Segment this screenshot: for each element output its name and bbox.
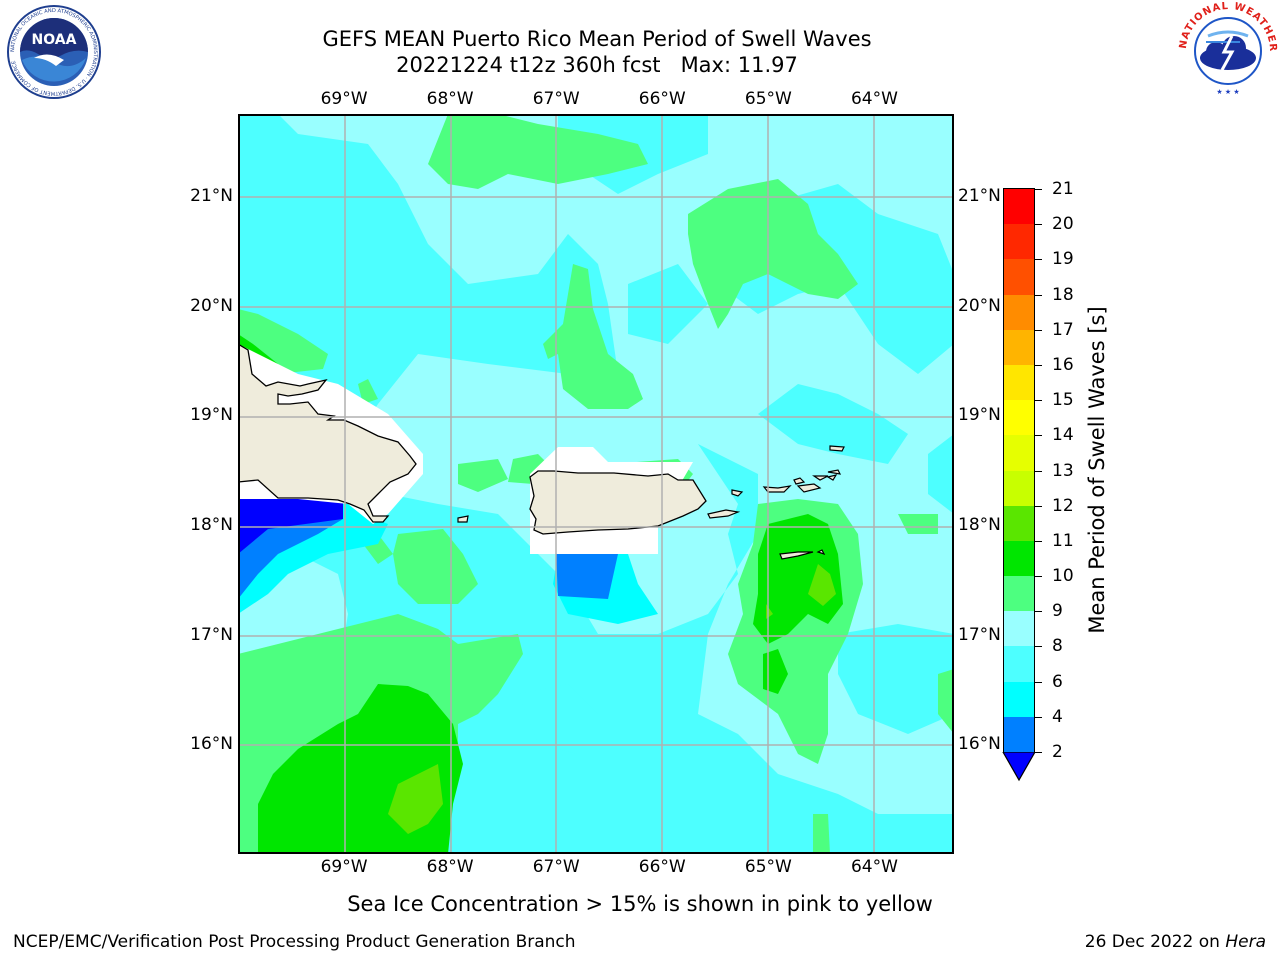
colorbar-tick-label: 19 bbox=[1052, 249, 1074, 270]
colorbar-bin bbox=[1004, 576, 1034, 612]
colorbar-bin bbox=[1004, 540, 1034, 577]
colorbar-title: Mean Period of Swell Waves [s] bbox=[1085, 306, 1109, 634]
longitude-label-top: 67°W bbox=[532, 89, 580, 109]
longitude-label-bottom: 67°W bbox=[532, 857, 580, 877]
colorbar-bin bbox=[1004, 189, 1034, 225]
colorbar-tick bbox=[1034, 189, 1042, 190]
latitude-label-left: 20°N bbox=[190, 295, 233, 316]
longitude-label-top: 69°W bbox=[320, 89, 368, 109]
nws-logo: NATIONAL WEATHER SERVICE ★ ★ ★ bbox=[1178, 2, 1277, 98]
colorbar-tick bbox=[1034, 329, 1042, 331]
colorbar-tick-label: 20 bbox=[1052, 214, 1074, 235]
longitude-label-bottom: 69°W bbox=[320, 857, 368, 877]
colorbar-tick-label: 14 bbox=[1052, 425, 1074, 446]
colorbar-tick bbox=[1034, 294, 1042, 296]
colorbar-bin bbox=[1004, 224, 1034, 260]
longitude-label-bottom: 66°W bbox=[638, 857, 686, 877]
longitude-label-top: 66°W bbox=[638, 89, 686, 109]
chart-title: GEFS MEAN Puerto Rico Mean Period of Swe… bbox=[0, 26, 1194, 78]
title-line-1: GEFS MEAN Puerto Rico Mean Period of Swe… bbox=[322, 27, 872, 51]
colorbar-tick-label: 13 bbox=[1052, 460, 1074, 481]
footer-credit: NCEP/EMC/Verification Post Processing Pr… bbox=[13, 932, 576, 952]
longitude-label-bottom: 65°W bbox=[744, 857, 792, 877]
colorbar-tick-label: 10 bbox=[1052, 566, 1074, 587]
colorbar-tick-label: 18 bbox=[1052, 284, 1074, 305]
colorbar-tick bbox=[1034, 716, 1042, 718]
colorbar-bin bbox=[1004, 646, 1034, 682]
colorbar-under-extension bbox=[1002, 752, 1036, 782]
latitude-label-left: 17°N bbox=[190, 624, 233, 645]
colorbar-tick bbox=[1034, 435, 1042, 437]
colorbar-bin bbox=[1004, 329, 1034, 365]
colorbar-bin bbox=[1004, 716, 1034, 752]
colorbar-bin bbox=[1004, 681, 1034, 717]
longitude-label-top: 65°W bbox=[744, 89, 792, 109]
colorbar-tick-label: 16 bbox=[1052, 354, 1074, 375]
latitude-label-right: 20°N bbox=[958, 295, 1001, 316]
colorbar-bin bbox=[1004, 435, 1034, 471]
map-frame bbox=[238, 114, 954, 854]
footer-machine: Hera bbox=[1225, 932, 1266, 952]
longitude-label-bottom: 64°W bbox=[850, 857, 898, 877]
latitude-label-right: 18°N bbox=[958, 515, 1001, 536]
colorbar-bin bbox=[1004, 470, 1034, 506]
colorbar-tick-label: 2 bbox=[1052, 742, 1063, 762]
colorbar-tick bbox=[1034, 505, 1042, 507]
latitude-label-right: 21°N bbox=[958, 186, 1001, 207]
svg-text:★ ★ ★: ★ ★ ★ bbox=[1216, 88, 1239, 96]
colorbar-tick-label: 12 bbox=[1052, 495, 1074, 516]
map-panel bbox=[238, 114, 954, 854]
colorbar-tick bbox=[1034, 646, 1042, 648]
colorbar-tick bbox=[1034, 364, 1042, 366]
longitude-label-top: 64°W bbox=[850, 89, 898, 109]
latitude-label-left: 21°N bbox=[190, 186, 233, 207]
colorbar-tick bbox=[1034, 576, 1042, 578]
colorbar-bin bbox=[1004, 400, 1034, 436]
latitude-label-left: 16°N bbox=[190, 734, 233, 755]
colorbar-tick bbox=[1034, 470, 1042, 472]
noaa-logo-text: NOAA bbox=[32, 32, 77, 48]
longitude-label-bottom: 68°W bbox=[426, 857, 474, 877]
colorbar-tick-label: 6 bbox=[1052, 671, 1063, 692]
colorbar-tick-label: 4 bbox=[1052, 706, 1063, 727]
title-line-2: 20221224 t12z 360h fcst Max: 11.97 bbox=[396, 53, 798, 77]
colorbar-tick-label: 15 bbox=[1052, 390, 1074, 411]
colorbar-tick bbox=[1034, 681, 1042, 683]
colorbar-tick bbox=[1034, 224, 1042, 226]
latitude-label-right: 17°N bbox=[958, 624, 1001, 645]
latitude-label-left: 18°N bbox=[190, 515, 233, 536]
colorbar-tick bbox=[1034, 752, 1042, 753]
longitude-label-top: 68°W bbox=[426, 89, 474, 109]
colorbar-bin bbox=[1004, 294, 1034, 330]
footer-date: 26 Dec 2022 on Hera bbox=[1085, 932, 1266, 952]
colorbar-tick bbox=[1034, 540, 1042, 542]
colorbar-tick-label: 8 bbox=[1052, 636, 1063, 657]
colorbar-bin bbox=[1004, 505, 1034, 541]
colorbar-bin bbox=[1004, 611, 1034, 647]
latitude-label-right: 16°N bbox=[958, 734, 1001, 755]
noaa-logo: NOAA NATIONAL OCEANIC AND ATMOSPHERIC AD… bbox=[7, 5, 101, 99]
colorbar-tick-label: 21 bbox=[1052, 179, 1074, 199]
colorbar-tick bbox=[1034, 611, 1042, 613]
colorbar-bin bbox=[1004, 364, 1034, 401]
land-small-islands bbox=[457, 445, 845, 560]
colorbar-tick-label: 11 bbox=[1052, 530, 1074, 551]
colorbar-frame bbox=[1003, 188, 1035, 753]
footer-date-text: 26 Dec 2022 on bbox=[1084, 932, 1220, 952]
map-gridlines bbox=[238, 114, 954, 854]
latitude-label-left: 19°N bbox=[190, 405, 233, 426]
colorbar-tick bbox=[1034, 259, 1042, 261]
latitude-label-right: 19°N bbox=[958, 405, 1001, 426]
colorbar-tick-label: 17 bbox=[1052, 319, 1074, 340]
colorbar-tick-label: 9 bbox=[1052, 601, 1063, 622]
colorbar-bin bbox=[1004, 259, 1034, 295]
sea-ice-note: Sea Ice Concentration > 15% is shown in … bbox=[347, 892, 933, 916]
land-hispaniola bbox=[238, 343, 417, 523]
colorbar-tick bbox=[1034, 400, 1042, 402]
